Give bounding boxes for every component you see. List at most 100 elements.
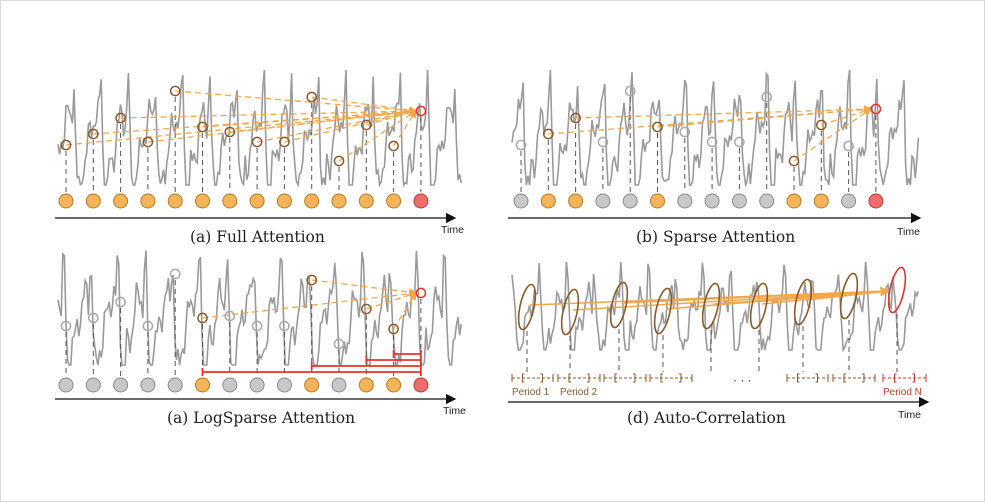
token-dot [677, 193, 693, 209]
period-arrows [529, 286, 890, 311]
token-dot [331, 377, 347, 393]
attention-point [415, 287, 427, 299]
attention-point [415, 105, 427, 117]
attention-arrow [284, 108, 418, 143]
attention-point [60, 320, 72, 332]
attention-arrow [575, 105, 873, 119]
attention-points [515, 85, 882, 167]
time-label: Time [897, 226, 920, 238]
attention-point [360, 303, 372, 315]
attention-point [87, 128, 99, 140]
period-brackets [511, 373, 927, 383]
panel-logsparse-attention: Time (a) LogSparse Attention [55, 250, 466, 427]
attention-point [60, 139, 72, 151]
time-series-line [57, 69, 462, 188]
attention-arrow [366, 291, 418, 310]
attention-point [788, 155, 800, 167]
period-ellipses [517, 266, 907, 336]
attention-arrow [821, 107, 873, 126]
attention-point [279, 320, 290, 332]
token-dot [167, 193, 183, 209]
token-dot [58, 193, 74, 209]
period-ellipse [839, 272, 859, 320]
period-arrow [621, 286, 890, 304]
token-dot [759, 193, 775, 209]
attention-point [652, 121, 663, 133]
token-dot [222, 377, 238, 393]
attention-point [306, 274, 318, 286]
attention-point [333, 338, 345, 350]
attention-point [197, 312, 208, 324]
period-arrow [851, 287, 890, 297]
token-dot [249, 193, 265, 209]
token-dot [85, 193, 101, 209]
attention-point [197, 121, 208, 133]
attention-point [142, 136, 154, 148]
panel-caption: (b) Sparse Attention [636, 228, 795, 246]
period-1-label: Period 1 [512, 387, 550, 398]
period-n-label: Period N [883, 387, 922, 398]
attention-point [679, 126, 691, 138]
period-ellipse [609, 281, 629, 329]
drop-lines [65, 97, 422, 192]
attention-point [570, 112, 581, 124]
token-dot [540, 193, 556, 209]
attention-arrow [338, 110, 417, 162]
token-dot [195, 377, 210, 393]
attention-point [761, 91, 773, 103]
token-dot [113, 377, 129, 393]
period-window [568, 373, 590, 383]
token-dot [140, 377, 156, 393]
token-dot [222, 193, 238, 209]
attention-point [333, 155, 345, 167]
attention-arrow [311, 279, 418, 297]
panel-sparse-attention: Time (b) Sparse Attention [508, 69, 922, 246]
attention-point [388, 323, 399, 335]
token-dot [731, 193, 747, 209]
token-dot [704, 193, 720, 209]
token-dot [513, 193, 529, 209]
token-dot [413, 377, 429, 393]
panel-full-attention: Time (a) Full Attention [55, 69, 464, 246]
time-label: Time [898, 409, 921, 421]
attention-arrow [65, 107, 418, 146]
token-dot [276, 377, 292, 393]
attention-point [279, 136, 290, 148]
token-dot [622, 193, 638, 209]
attention-point [542, 128, 554, 140]
attention-point [251, 320, 263, 332]
token-dot [650, 193, 665, 209]
period-ellipse [560, 288, 580, 336]
token-dot [195, 193, 210, 209]
attention-point [306, 91, 318, 103]
logsparse-intervals [201, 350, 422, 376]
token-dots [58, 377, 429, 393]
panel-caption: (d) Auto-Correlation [627, 409, 786, 427]
token-dot [113, 193, 129, 209]
token-dots [513, 193, 884, 209]
attention-arrows [202, 279, 418, 330]
token-dot [595, 193, 611, 209]
attention-arrow [657, 105, 873, 128]
period-window [614, 373, 636, 383]
attention-arrow [202, 289, 418, 319]
attention-arrow [256, 108, 418, 143]
attention-arrow [311, 96, 418, 114]
token-dot [358, 377, 374, 393]
attention-point [251, 136, 263, 148]
attention-point [843, 140, 854, 152]
attention-points [60, 268, 427, 350]
token-dot [413, 193, 429, 209]
period-ellipsis: · · · [733, 373, 752, 387]
period-window [660, 373, 682, 383]
attention-arrows [65, 90, 418, 162]
token-dot [167, 377, 183, 393]
panel-auto-correlation: · · · Period 1 Period 2 Period N Time (d… [508, 261, 930, 427]
period-ellipse [653, 287, 673, 335]
token-dot [331, 193, 347, 209]
attention-point [360, 119, 372, 131]
attention-point [624, 85, 636, 97]
period-ellipse [749, 282, 769, 330]
time-series-line [57, 250, 462, 366]
period-2-label: Period 2 [560, 387, 598, 398]
